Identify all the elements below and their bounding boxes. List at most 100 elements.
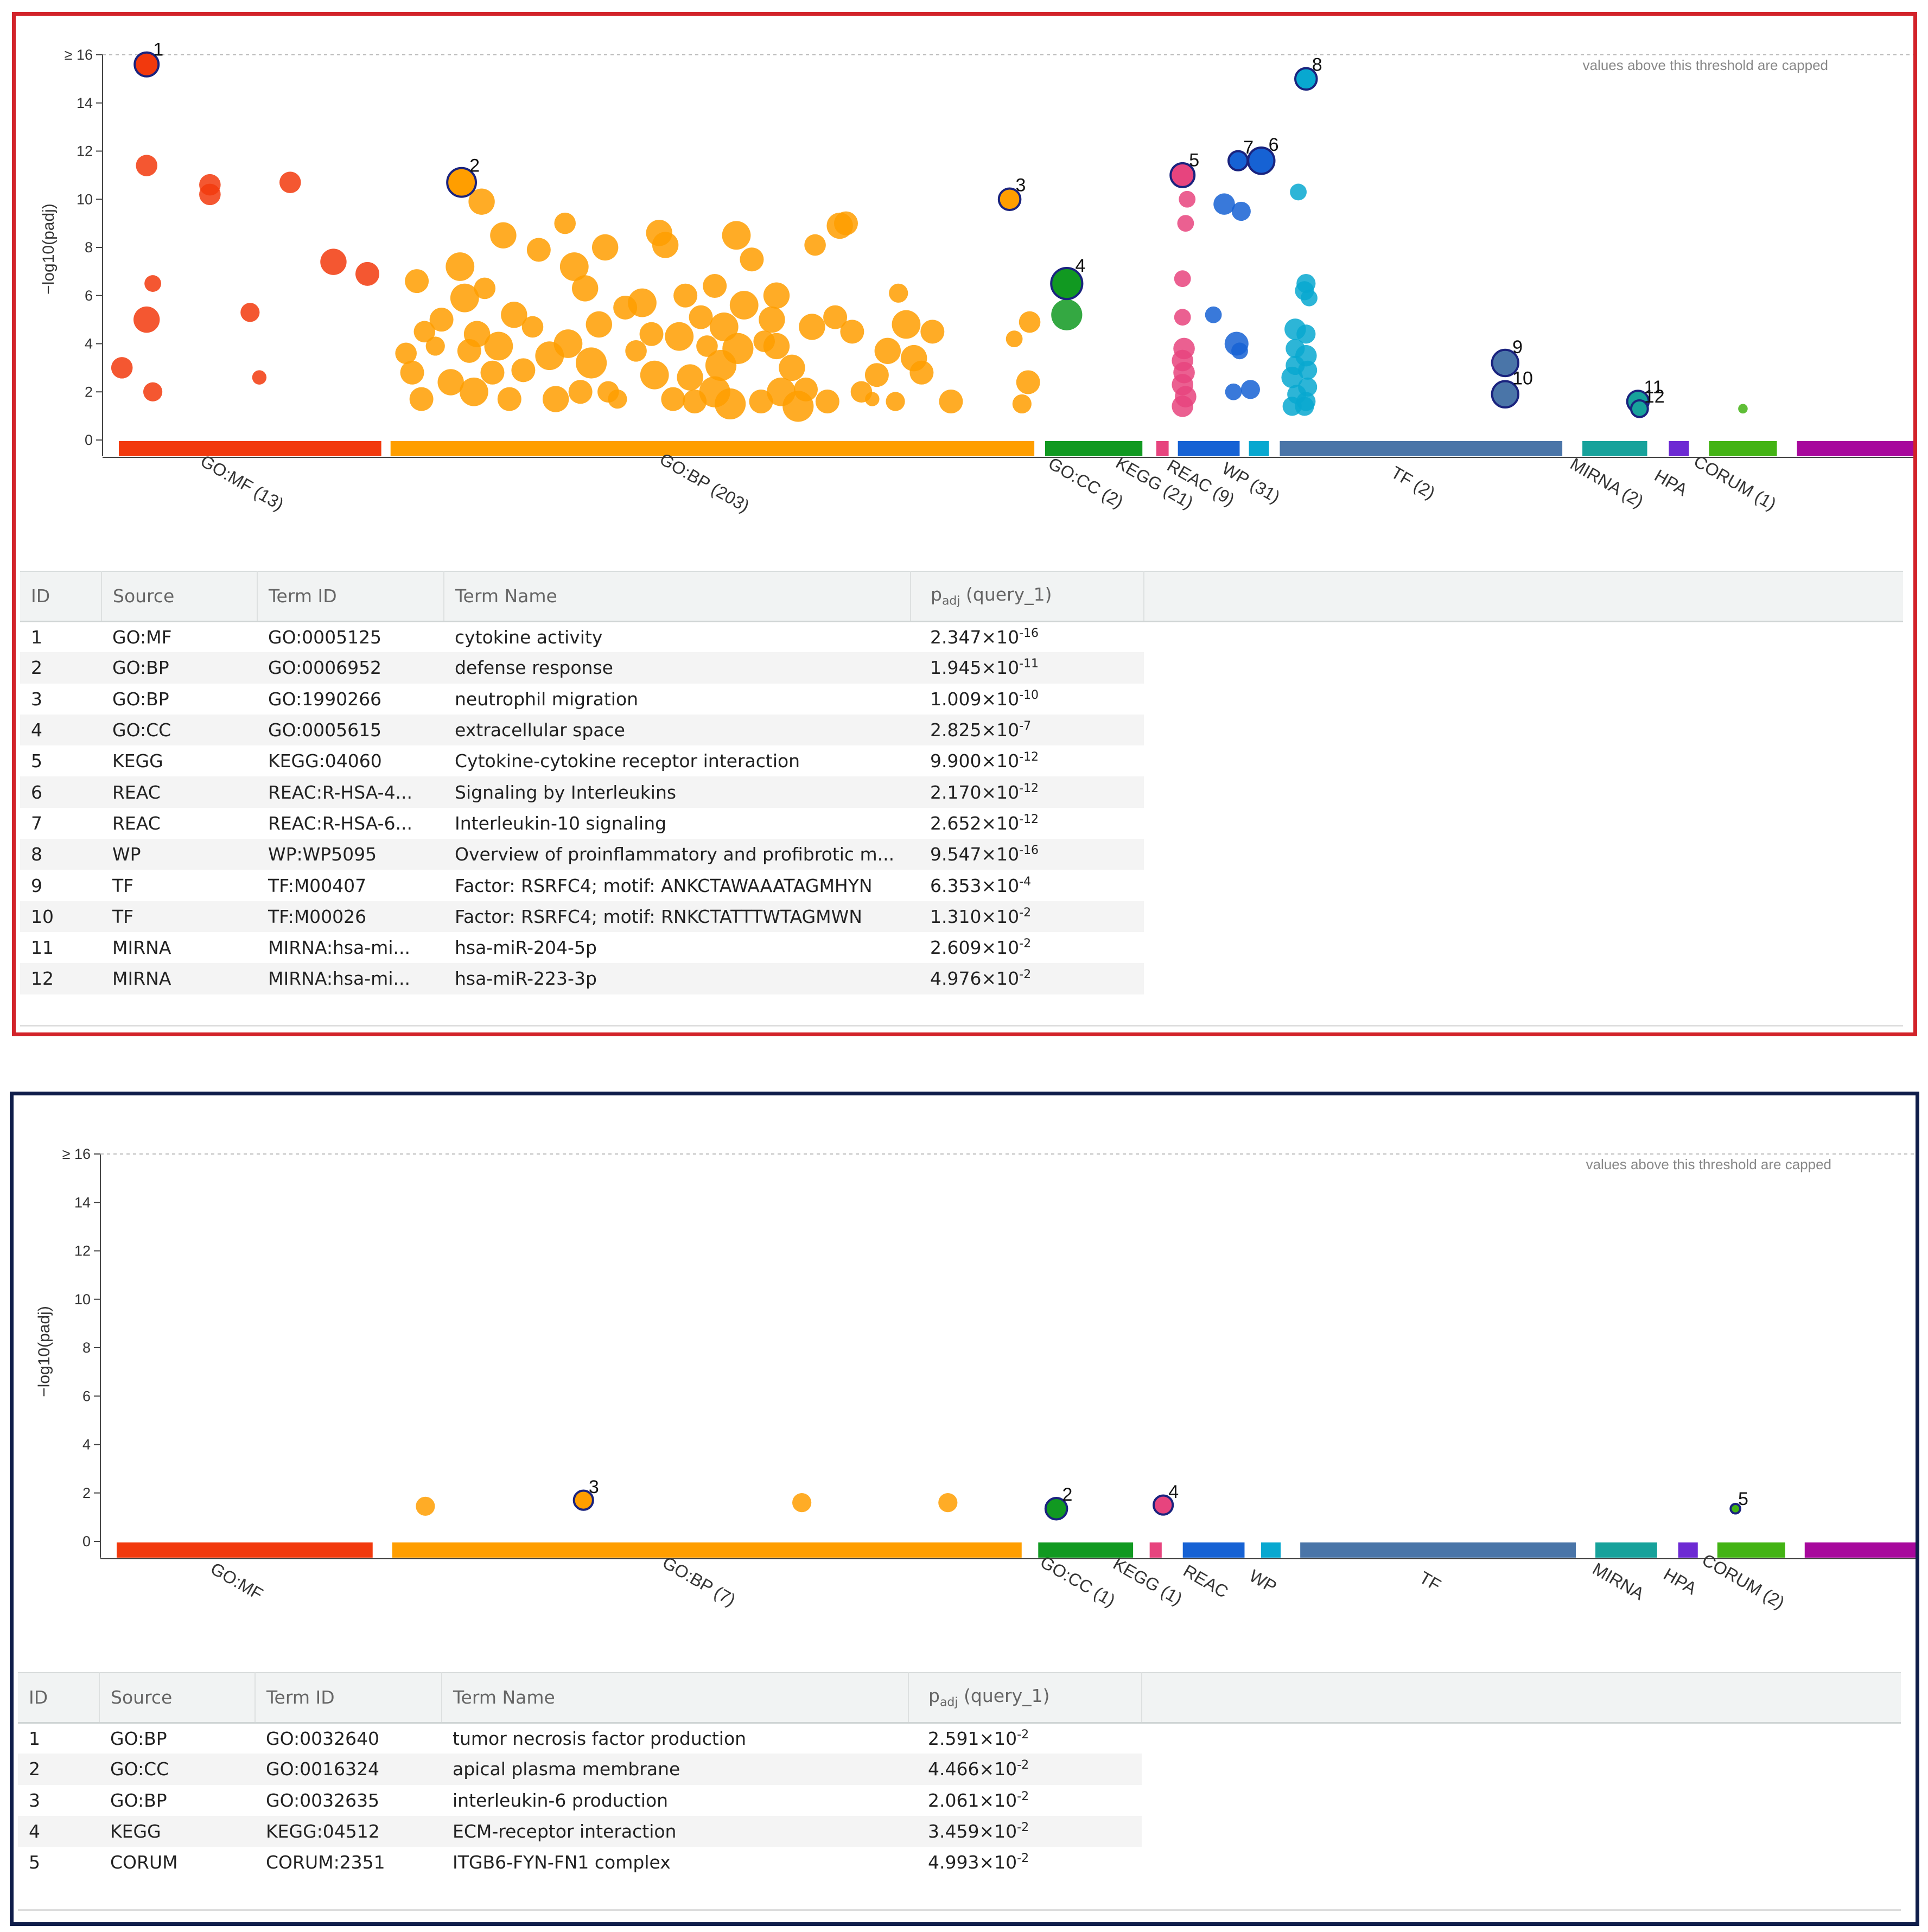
- term-point[interactable]: [136, 155, 158, 176]
- table-row[interactable]: 1 GO:BP GO:0032640 tumor necrosis factor pr…: [18, 1723, 1901, 1754]
- term-point[interactable]: [703, 274, 727, 298]
- term-point[interactable]: [542, 386, 569, 412]
- term-point[interactable]: [874, 337, 901, 365]
- term-point[interactable]: [1738, 404, 1748, 414]
- table-row[interactable]: 8 WP WP:WP5095 Overview of proinflammatory …: [20, 839, 1903, 870]
- term-point[interactable]: [559, 252, 589, 281]
- term-point[interactable]: [437, 369, 464, 396]
- term-point[interactable]: [1006, 330, 1023, 348]
- term-point[interactable]: [568, 380, 593, 404]
- term-point[interactable]: [689, 305, 713, 329]
- term-point[interactable]: [446, 252, 475, 281]
- table-row[interactable]: 11 MIRNA MIRNA:hsa-mi... hsa-miR-204-5p 2.60…: [20, 932, 1903, 964]
- term-point[interactable]: [779, 354, 805, 381]
- term-point[interactable]: [909, 360, 934, 385]
- term-point[interactable]: [554, 212, 576, 234]
- term-point[interactable]: [355, 262, 380, 286]
- header-term-id[interactable]: Term ID: [257, 571, 444, 621]
- header-source[interactable]: Source: [99, 1673, 256, 1723]
- term-point[interactable]: [279, 171, 301, 193]
- term-point[interactable]: [640, 360, 669, 390]
- term-point[interactable]: [792, 1493, 812, 1513]
- term-point[interactable]: [1019, 311, 1041, 333]
- term-point[interactable]: [111, 357, 133, 379]
- term-point[interactable]: [1240, 380, 1260, 399]
- term-point[interactable]: [677, 364, 703, 391]
- highlighted-point-9[interactable]: [1491, 348, 1520, 378]
- term-point[interactable]: [409, 387, 434, 411]
- term-point[interactable]: [474, 277, 496, 299]
- table-row[interactable]: 3 GO:BP GO:1990266 neutrophil migration 1.00…: [20, 683, 1903, 715]
- term-point[interactable]: [1281, 366, 1303, 388]
- term-point[interactable]: [252, 370, 267, 385]
- header-source[interactable]: Source: [101, 571, 258, 621]
- term-point[interactable]: [939, 390, 963, 413]
- header-id[interactable]: ID: [20, 571, 102, 621]
- table-row[interactable]: 5 CORUM CORUM:2351 ITGB6-FYN-FN1 complex 4.9…: [18, 1847, 1901, 1878]
- highlighted-point-12[interactable]: [1630, 399, 1649, 418]
- term-point[interactable]: [696, 335, 718, 357]
- term-point[interactable]: [320, 248, 347, 275]
- term-point[interactable]: [740, 247, 764, 272]
- term-point[interactable]: [1296, 324, 1316, 344]
- term-point[interactable]: [490, 222, 517, 249]
- header-padj[interactable]: padj (query_1): [911, 571, 1144, 621]
- term-point[interactable]: [1205, 306, 1222, 323]
- term-point[interactable]: [1231, 201, 1251, 221]
- term-point[interactable]: [133, 306, 160, 333]
- term-point[interactable]: [1016, 370, 1040, 394]
- term-point[interactable]: [450, 283, 479, 313]
- header-term-name[interactable]: Term Name: [442, 1673, 909, 1723]
- term-point[interactable]: [823, 305, 848, 329]
- table-row[interactable]: 6 REAC REAC:R-HSA-4... Signaling by Interle…: [20, 776, 1903, 808]
- header-padj[interactable]: padj (query_1): [908, 1673, 1142, 1723]
- term-point[interactable]: [1213, 193, 1235, 215]
- term-point[interactable]: [405, 269, 429, 294]
- highlighted-point-5[interactable]: [1169, 162, 1196, 188]
- term-point[interactable]: [571, 275, 599, 302]
- term-point[interactable]: [468, 188, 495, 215]
- term-point[interactable]: [715, 388, 746, 420]
- term-point[interactable]: [586, 311, 612, 338]
- term-point[interactable]: [1051, 299, 1083, 330]
- term-point[interactable]: [865, 392, 880, 406]
- highlighted-point-3[interactable]: [997, 187, 1022, 212]
- table-row[interactable]: 4 KEGG KEGG:04512 ECM-receptor interaction 3…: [18, 1815, 1901, 1847]
- term-point[interactable]: [628, 288, 657, 317]
- header-term-name[interactable]: Term Name: [444, 571, 911, 621]
- term-point[interactable]: [763, 333, 790, 360]
- highlighted-point-5[interactable]: [1729, 1502, 1741, 1515]
- term-point[interactable]: [1231, 342, 1248, 360]
- highlighted-point-8[interactable]: [1294, 67, 1318, 91]
- term-point[interactable]: [889, 283, 908, 303]
- term-point[interactable]: [484, 331, 513, 361]
- term-point[interactable]: [709, 313, 739, 341]
- term-point[interactable]: [1177, 215, 1194, 232]
- term-point[interactable]: [673, 283, 698, 308]
- highlighted-point-2[interactable]: [1044, 1496, 1068, 1521]
- table-row[interactable]: 1 GO:MF GO:0005125 cytokine activity 2.347×1…: [20, 621, 1903, 653]
- term-point[interactable]: [722, 221, 751, 250]
- term-point[interactable]: [1174, 309, 1191, 326]
- header-id[interactable]: ID: [18, 1673, 100, 1723]
- term-point[interactable]: [575, 347, 607, 379]
- term-point[interactable]: [1179, 190, 1196, 208]
- term-point[interactable]: [413, 321, 436, 343]
- term-point[interactable]: [591, 234, 619, 261]
- highlighted-point-1[interactable]: [133, 51, 160, 78]
- term-point[interactable]: [625, 340, 647, 362]
- term-point[interactable]: [938, 1493, 958, 1513]
- table-row[interactable]: 9 TF TF:M00407 Factor: RSRFC4; motif: ANKCT…: [20, 870, 1903, 901]
- term-point[interactable]: [416, 1496, 435, 1516]
- term-point[interactable]: [886, 392, 905, 411]
- term-point[interactable]: [463, 321, 491, 347]
- term-point[interactable]: [144, 275, 161, 292]
- highlighted-point-4[interactable]: [1050, 266, 1084, 301]
- term-point[interactable]: [143, 382, 163, 401]
- term-point[interactable]: [833, 211, 858, 235]
- table-row[interactable]: 10 TF TF:M00026 Factor: RSRFC4; motif: RNKC…: [20, 901, 1903, 932]
- term-point[interactable]: [864, 363, 889, 387]
- table-row[interactable]: 7 REAC REAC:R-HSA-6... Interleukin-10 signa…: [20, 807, 1903, 839]
- term-point[interactable]: [1301, 289, 1318, 307]
- highlighted-point-3[interactable]: [572, 1489, 594, 1511]
